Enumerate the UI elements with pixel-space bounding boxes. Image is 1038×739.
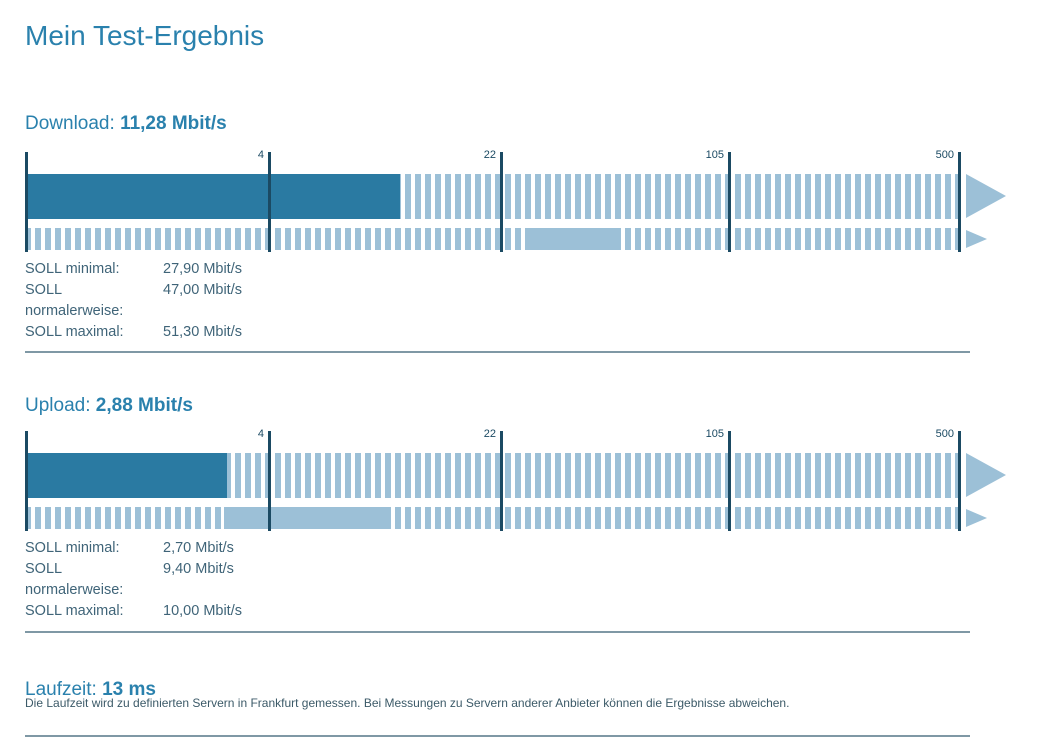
scale-tick-label: 22: [483, 149, 496, 161]
scale-tick-label: 500: [935, 149, 954, 161]
scale-tick: [958, 431, 961, 531]
upload-value: 2,88 Mbit/s: [95, 394, 193, 416]
download-heading: Download: 11,28 Mbit/s: [25, 113, 227, 136]
upload-soll-table: SOLL minimal: 2,70 Mbit/s SOLL normalerw…: [25, 538, 242, 622]
soll-label: SOLL maximal:: [25, 603, 124, 619]
scale-overflow-arrow-small-icon: [966, 509, 987, 527]
upload-label: Upload:: [25, 394, 91, 416]
download-measured-fill: [25, 174, 400, 219]
section-divider: [25, 735, 970, 737]
soll-label: SOLL normalerweise:: [25, 561, 124, 598]
soll-value: 47,00 Mbit/s: [163, 282, 242, 298]
soll-value: 27,90 Mbit/s: [163, 261, 242, 277]
soll-label: SOLL minimal:: [25, 261, 120, 277]
download-measured-bar: [25, 174, 961, 219]
upload-heading: Upload: 2,88 Mbit/s: [25, 395, 193, 418]
soll-row: SOLL minimal: 27,90 Mbit/s: [25, 259, 242, 280]
scale-tick-label: 4: [257, 149, 264, 161]
soll-label: SOLL normalerweise:: [25, 282, 124, 319]
section-divider: [25, 631, 970, 633]
upload-measured-fill: [25, 453, 227, 498]
scale-tick: [500, 152, 503, 252]
laufzeit-label: Laufzeit:: [25, 678, 97, 700]
scale-tick: [25, 152, 28, 252]
soll-value: 51,30 Mbit/s: [163, 324, 242, 340]
upload-soll-range-fill: [224, 507, 387, 529]
download-soll-range-fill: [528, 228, 620, 250]
soll-row: SOLL minimal: 2,70 Mbit/s: [25, 538, 242, 559]
download-value: 11,28 Mbit/s: [120, 112, 227, 134]
soll-row: SOLL maximal: 51,30 Mbit/s: [25, 322, 242, 343]
laufzeit-note: Die Laufzeit wird zu definierten Servern…: [25, 696, 790, 710]
soll-label: SOLL maximal:: [25, 324, 124, 340]
scale-tick-label: 500: [935, 428, 954, 440]
soll-label: SOLL minimal:: [25, 540, 120, 556]
soll-row: SOLL normalerweise: 47,00 Mbit/s: [25, 280, 242, 322]
scale-tick-label: 22: [483, 428, 496, 440]
scale-tick-label: 105: [705, 428, 724, 440]
scale-tick-label: 4: [257, 428, 264, 440]
upload-gauge: 4 22 105 500: [25, 424, 1035, 534]
scale-tick: [958, 152, 961, 252]
download-label: Download:: [25, 112, 115, 134]
section-divider: [25, 351, 970, 353]
laufzeit-heading: Laufzeit: 13 ms: [25, 679, 156, 702]
scale-overflow-arrow-small-icon: [966, 230, 987, 248]
scale-tick: [728, 431, 731, 531]
soll-value: 10,00 Mbit/s: [163, 603, 242, 619]
scale-overflow-arrow-icon: [966, 453, 1006, 497]
scale-tick: [268, 431, 271, 531]
scale-tick: [728, 152, 731, 252]
page-title: Mein Test-Ergebnis: [25, 19, 265, 51]
scale-overflow-arrow-icon: [966, 174, 1006, 218]
upload-soll-range-bar: [25, 507, 961, 529]
laufzeit-value: 13 ms: [102, 678, 156, 700]
scale-tick: [500, 431, 503, 531]
upload-measured-bar: [25, 453, 961, 498]
scale-tick: [268, 152, 271, 252]
scale-tick: [25, 431, 28, 531]
download-gauge: 4 22 105 500: [25, 145, 1035, 255]
soll-value: 2,70 Mbit/s: [163, 540, 234, 556]
download-soll-range-bar: [25, 228, 961, 250]
soll-row: SOLL maximal: 10,00 Mbit/s: [25, 601, 242, 622]
soll-row: SOLL normalerweise: 9,40 Mbit/s: [25, 559, 242, 601]
download-soll-table: SOLL minimal: 27,90 Mbit/s SOLL normaler…: [25, 259, 242, 343]
scale-tick-label: 105: [705, 149, 724, 161]
soll-value: 9,40 Mbit/s: [163, 561, 234, 577]
